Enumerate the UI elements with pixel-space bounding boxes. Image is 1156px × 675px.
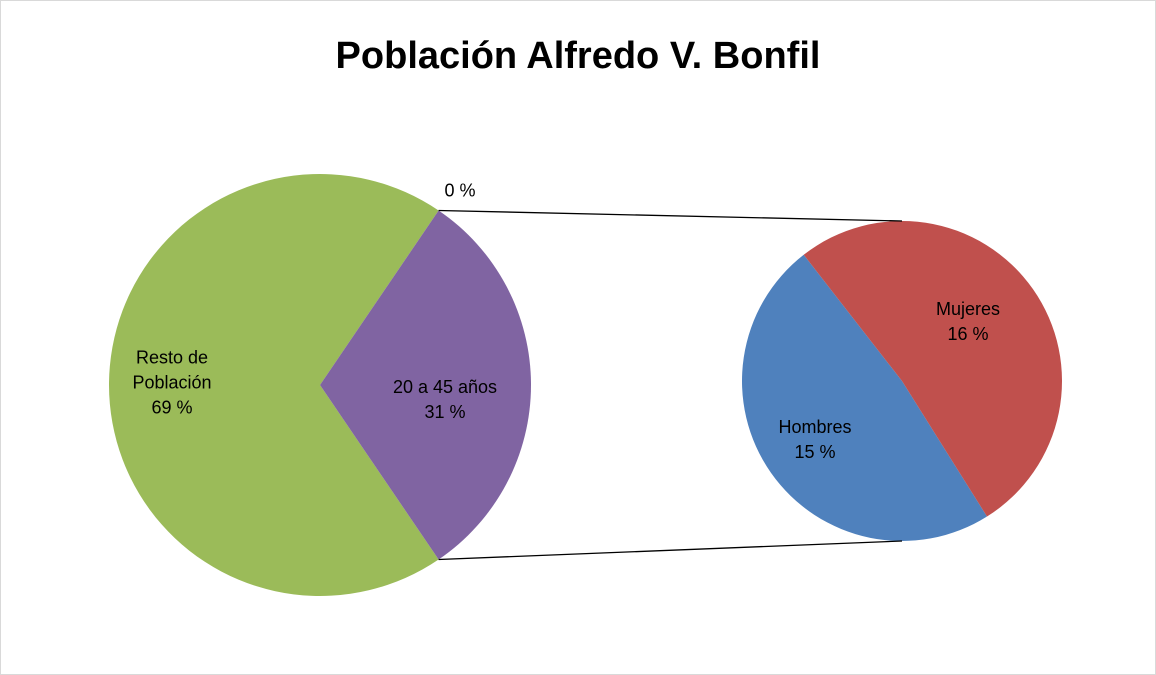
pie-slice (320, 210, 531, 560)
data-label: 20 a 45 años 31 % (365, 375, 525, 425)
connector-line (438, 209, 903, 222)
category-label: Mujeres (935, 299, 1001, 319)
data-label: Resto de Población 69 % (112, 346, 232, 421)
data-label: Hombres 15 % (755, 415, 875, 465)
connector-line (438, 540, 903, 561)
value-label: 69 % (151, 397, 193, 418)
value-label: 15 % (794, 442, 836, 462)
data-label: 0 % (430, 179, 490, 204)
data-label: Mujeres 16 % (908, 297, 1028, 347)
pie-slice (108, 173, 439, 596)
category-label: 20 a 45 años (392, 377, 498, 397)
category-label: Resto de Población (132, 347, 212, 393)
category-label: Hombres (778, 417, 852, 437)
pie-slice (742, 254, 988, 541)
value-label: 16 % (947, 324, 989, 344)
chart-title: Población Alfredo V. Bonfil (336, 35, 821, 77)
value-label: 0 % (444, 180, 476, 201)
pie-slice (803, 220, 1062, 517)
value-label: 31 % (424, 402, 466, 422)
